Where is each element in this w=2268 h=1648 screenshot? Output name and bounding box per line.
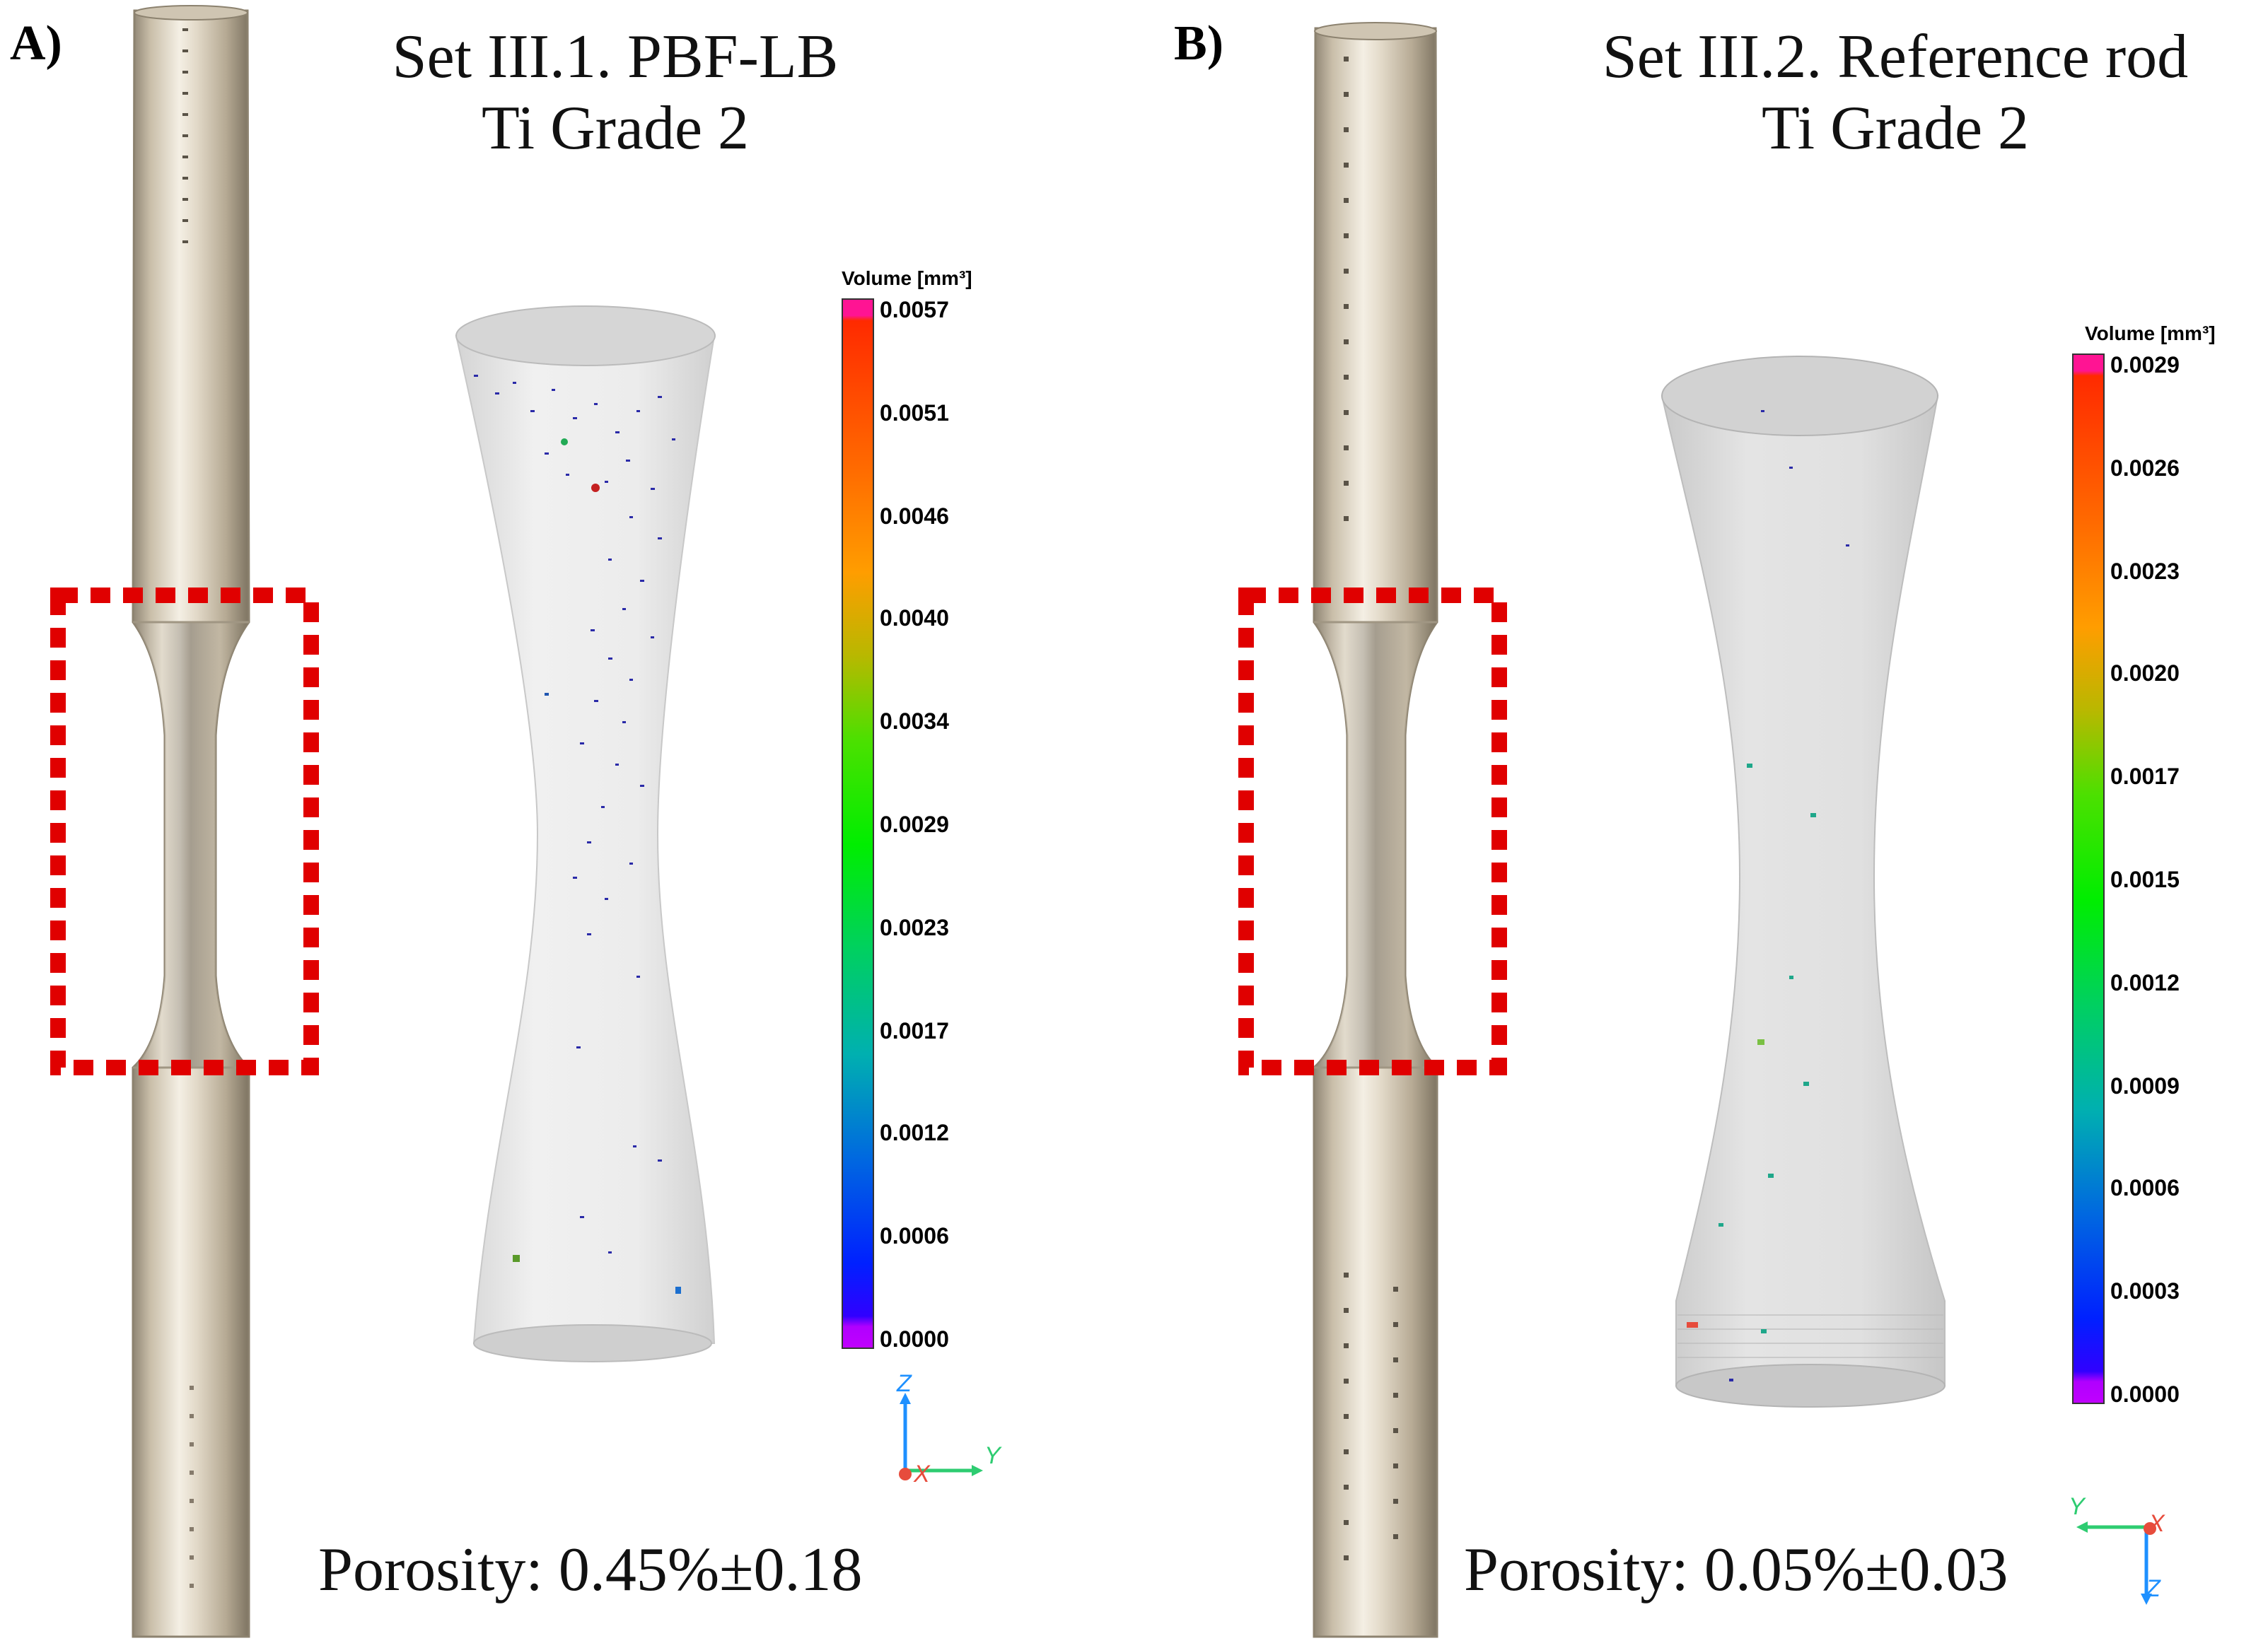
reference-rod-specimen-photo: [1313, 22, 1438, 1638]
panel-b-title-line1: Set III.2. Reference rod: [1602, 23, 2189, 91]
colorbar-b-tick: 0.0026: [2110, 455, 2180, 481]
colorbar-a-tick: 0.0000: [880, 1326, 949, 1352]
colorbar-b-tick: 0.0015: [2110, 867, 2180, 892]
colorbar-b-tick: 0.0012: [2110, 970, 2180, 995]
panel-b-title-line2: Ti Grade 2: [1761, 94, 2030, 163]
axis-a-x-label: X: [914, 1461, 930, 1488]
colorbar-a-tick: 0.0057: [880, 297, 949, 322]
colorbar-a-title: Volume [mm³]: [842, 267, 972, 289]
colorbar-a-tick: 0.0023: [880, 915, 949, 940]
colorbar-b-gradient: [2072, 353, 2105, 1404]
panel-b-label: B): [1174, 16, 1223, 71]
colorbar-b-title: Volume [mm³]: [2085, 322, 2216, 344]
colorbar-b-tick: 0.0017: [2110, 764, 2180, 789]
panel-a-title-line2: Ti Grade 2: [481, 94, 750, 163]
axis-b-z-label: Z: [2146, 1575, 2161, 1602]
ct-pore-render-b: [1661, 356, 1946, 1408]
pbf-lb-specimen-photo: [132, 5, 250, 1638]
axis-b-x-label: X: [2148, 1510, 2165, 1537]
panel-b-porosity: Porosity: 0.05%±0.03: [1464, 1536, 2008, 1604]
colorbar-a-tick: 0.0006: [880, 1223, 949, 1249]
axis-a-z-label: Z: [897, 1370, 912, 1397]
colorbar-a-gradient: [842, 298, 874, 1349]
colorbar-b-tick: 0.0023: [2110, 559, 2180, 584]
panel-a-title-line1: Set III.1. PBF-LB: [392, 23, 839, 91]
gauge-section-highlight-box-a: [50, 588, 319, 1075]
colorbar-b-tick: 0.0029: [2110, 352, 2180, 378]
colorbar-b-tick: 0.0020: [2110, 660, 2180, 686]
colorbar-b-tick: 0.0003: [2110, 1278, 2180, 1304]
colorbar-a-tick: 0.0029: [880, 812, 949, 837]
colorbar-a-tick: 0.0017: [880, 1018, 949, 1044]
colorbar-b-tick: 0.0000: [2110, 1381, 2180, 1407]
axis-a-y-label: Y: [984, 1442, 1001, 1469]
colorbar-a-tick: 0.0034: [880, 708, 949, 734]
colorbar-a-tick: 0.0012: [880, 1120, 949, 1145]
gauge-section-highlight-box-b: [1238, 588, 1507, 1075]
axis-triad-a-icon: [899, 1393, 983, 1480]
ct-pore-render-a: [455, 305, 716, 1362]
panel-a-porosity: Porosity: 0.45%±0.18: [318, 1536, 863, 1604]
colorbar-b-tick: 0.0006: [2110, 1175, 2180, 1200]
colorbar-a-tick: 0.0046: [880, 503, 949, 529]
colorbar-b-tick: 0.0009: [2110, 1073, 2180, 1099]
axis-b-y-label: Y: [2069, 1493, 2085, 1520]
panel-a-label: A): [10, 16, 62, 71]
axis-triad-b-icon: [2076, 1521, 2156, 1605]
colorbar-a-tick: 0.0040: [880, 605, 949, 631]
colorbar-a-tick: 0.0051: [880, 400, 949, 426]
